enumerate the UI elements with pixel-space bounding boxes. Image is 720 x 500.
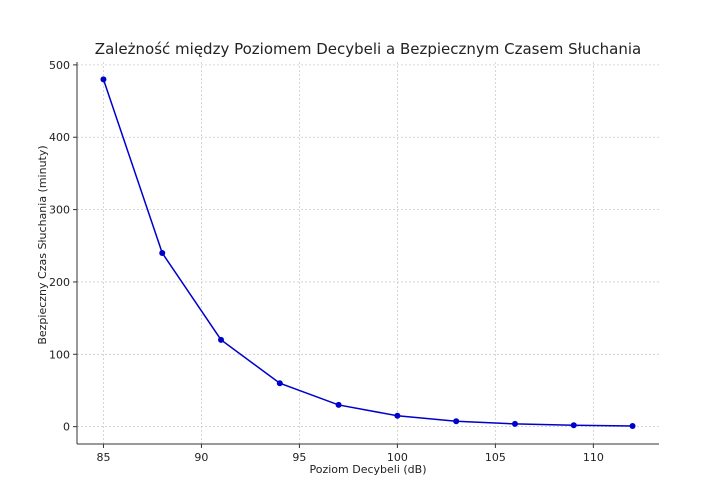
x-axis-ticks: 85 90 95 100 105 110 <box>96 444 604 464</box>
series-line <box>102 79 633 427</box>
data-point <box>453 418 460 425</box>
data-point <box>100 76 107 83</box>
chart-title: Zależność między Poziomem Decybeli a Bez… <box>95 40 641 58</box>
data-point <box>218 336 225 343</box>
series-layer <box>100 76 636 429</box>
y-tick-label: 300 <box>49 204 70 217</box>
x-tick-label: 95 <box>292 451 306 464</box>
data-point <box>159 250 166 256</box>
grid-layer <box>77 62 659 444</box>
x-tick-label: 105 <box>485 451 506 464</box>
data-point <box>394 412 401 419</box>
y-axis-ticks: 0 100 200 300 400 500 <box>49 59 77 434</box>
data-point <box>570 422 577 429</box>
y-tick-label: 0 <box>63 421 70 434</box>
x-tick-label: 110 <box>583 451 604 464</box>
x-tick-label: 90 <box>194 451 208 464</box>
axes-frame <box>76 62 659 445</box>
data-point <box>335 401 342 408</box>
y-tick-label: 100 <box>49 348 70 361</box>
x-tick-label: 85 <box>96 451 110 464</box>
data-point <box>511 420 518 427</box>
data-point <box>629 422 636 429</box>
y-tick-label: 400 <box>49 131 70 144</box>
y-tick-label: 500 <box>49 59 70 72</box>
x-tick-label: 100 <box>387 451 408 464</box>
data-point <box>276 380 283 387</box>
y-axis-label: Bezpieczny Czas Słuchania (minuty) <box>36 145 49 344</box>
y-tick-label: 200 <box>49 276 70 289</box>
x-axis-label: Poziom Decybeli (dB) <box>309 463 426 476</box>
